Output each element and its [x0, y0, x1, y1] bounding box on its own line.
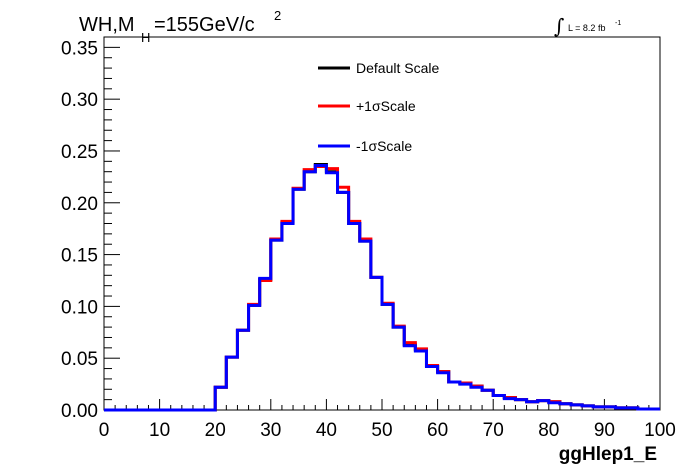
y-tick-label: 0.00 — [61, 401, 98, 422]
title-value: =155GeV/c — [154, 14, 255, 36]
x-tick-label: 70 — [483, 420, 504, 441]
luminosity-label: ∫ L = 8.2 fb -1 — [554, 14, 621, 38]
legend-label: -1σScale — [356, 138, 412, 154]
x-tick-label: 60 — [427, 420, 448, 441]
x-tick-label: 10 — [149, 420, 170, 441]
y-tick-label: 0.25 — [61, 142, 98, 163]
luminosity-superscript: -1 — [615, 20, 621, 27]
series-line — [104, 163, 660, 412]
x-tick-label: 20 — [205, 420, 226, 441]
x-tick-label: 40 — [316, 420, 337, 441]
x-axis: 0 10 20 30 40 50 60 70 80 90 100 — [99, 399, 676, 441]
chart-title: WH,M H =155GeV/c 2 — [79, 8, 281, 45]
x-tick-label: 80 — [538, 420, 559, 441]
luminosity-text: L = 8.2 fb — [568, 23, 605, 33]
y-tick-label: 0.30 — [61, 90, 98, 111]
y-tick-label: 0.15 — [61, 246, 98, 267]
y-tick-label: 0.35 — [61, 38, 98, 59]
y-tick-label: 0.20 — [61, 194, 98, 215]
x-tick-label: 90 — [594, 420, 615, 441]
y-tick-label: 0.10 — [61, 297, 98, 318]
x-tick-label: 100 — [644, 420, 676, 441]
x-tick-label: 50 — [371, 420, 392, 441]
title-subscript: H — [141, 30, 150, 45]
x-tick-label: 30 — [260, 420, 281, 441]
x-axis-title: ggHlep1_E — [559, 444, 657, 465]
legend-label: Default Scale — [356, 60, 439, 76]
svg-text:WH,M: WH,M — [79, 14, 135, 36]
title-superscript: 2 — [274, 8, 281, 23]
legend-label: +1σScale — [356, 98, 416, 114]
integral-sign: ∫ — [554, 14, 564, 38]
title-prefix: WH,M — [79, 14, 135, 36]
y-axis: 0.00 0.05 0.10 0.15 0.20 0.25 0.30 0.35 — [61, 37, 120, 422]
series-layer — [104, 162, 660, 412]
plot-frame — [103, 36, 661, 411]
legend: Default Scale +1σScale -1σScale — [318, 60, 439, 154]
y-tick-label: 0.05 — [61, 349, 98, 370]
x-tick-label: 0 — [99, 420, 110, 441]
